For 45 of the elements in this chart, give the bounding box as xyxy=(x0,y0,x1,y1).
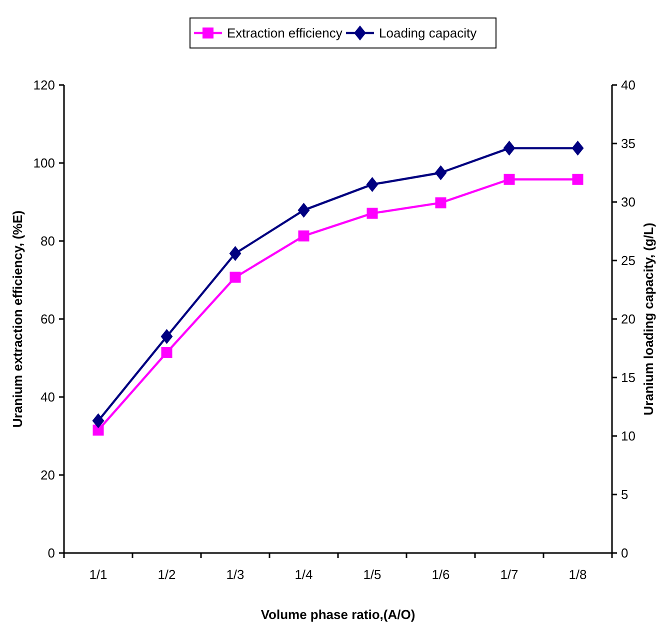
point xyxy=(230,272,241,283)
point xyxy=(366,176,378,192)
point xyxy=(503,140,516,156)
x-tick-label: 1/4 xyxy=(294,567,313,582)
point xyxy=(504,174,515,185)
point xyxy=(229,246,242,261)
x-tick-label: 1/7 xyxy=(500,567,518,582)
y-tick-label: 20 xyxy=(40,468,55,483)
point xyxy=(298,202,310,218)
point xyxy=(92,413,104,428)
x-tick-label: 1/5 xyxy=(363,567,382,582)
point xyxy=(572,174,584,185)
y-tick-label: 0 xyxy=(48,546,55,561)
x-axis-title: Volume phase ratio,(A/O) xyxy=(260,607,416,622)
legend-label: Extraction efficiency xyxy=(227,26,343,41)
y-tick-label: 100 xyxy=(33,156,55,171)
y2-tick-label: 35 xyxy=(621,136,636,152)
y2-tick-label: 10 xyxy=(621,428,636,444)
point xyxy=(160,329,173,344)
y2-tick-label: 5 xyxy=(621,487,628,502)
y2-axis-title: Uranium loading capacity, (g/L) xyxy=(641,222,656,416)
y-tick-label: 40 xyxy=(40,390,55,405)
y2-tick-label: 20 xyxy=(621,312,636,327)
x-tick-label: 1/1 xyxy=(89,567,108,582)
y-tick-label: 80 xyxy=(40,234,55,249)
x-tick-label: 1/2 xyxy=(158,567,176,582)
point xyxy=(435,197,446,208)
x-tick-label: 1/6 xyxy=(432,567,450,582)
y-tick-label: 60 xyxy=(40,312,55,327)
point xyxy=(434,165,447,180)
y-axis-title: Uranium extraction efficiency, (%E) xyxy=(10,210,25,428)
point xyxy=(572,140,584,156)
point xyxy=(92,424,104,436)
point xyxy=(161,347,172,358)
legend-label: Loading capacity xyxy=(379,26,478,41)
y2-tick-label: 15 xyxy=(621,370,636,386)
y2-tick-label: 40 xyxy=(621,78,636,93)
x-tick-label: 1/3 xyxy=(226,567,244,582)
y2-tick-label: 30 xyxy=(621,194,636,210)
y2-tick-label: 25 xyxy=(621,253,636,268)
y2-tick-label: 0 xyxy=(621,546,628,561)
x-tick-label: 1/8 xyxy=(568,567,587,582)
y-tick-label: 120 xyxy=(33,78,55,93)
point xyxy=(298,230,310,242)
point xyxy=(366,208,378,219)
